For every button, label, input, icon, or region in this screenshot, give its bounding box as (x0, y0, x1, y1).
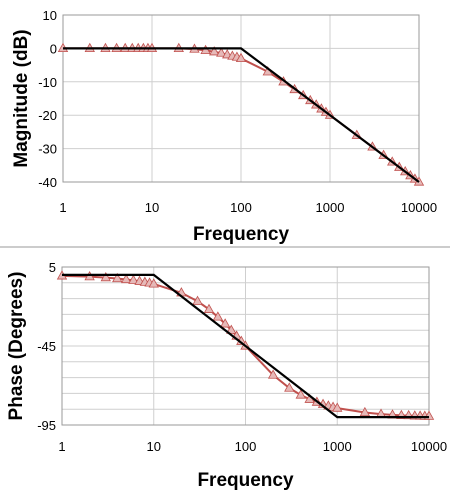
x-tick-label: 100 (235, 439, 257, 454)
magnitude-grid (62, 14, 420, 183)
phase-x-axis-title: Frequency (197, 470, 294, 491)
data-point-marker (226, 324, 237, 334)
y-tick-label: 0 (50, 41, 57, 56)
x-tick-label: 10 (147, 439, 161, 454)
data-point-marker (209, 46, 220, 56)
data-point-marker (219, 318, 231, 328)
data-point-marker (212, 311, 224, 321)
data-point-marker (359, 406, 371, 417)
data-point-marker (128, 274, 139, 284)
data-point-marker (284, 382, 295, 392)
y-tick-label: -40 (38, 175, 57, 190)
x-tick-label: 1000 (323, 439, 352, 454)
x-tick-label: 10 (145, 200, 159, 215)
data-point-marker (332, 402, 343, 412)
y-tick-label: -45 (37, 339, 56, 354)
data-point-marker (112, 272, 123, 283)
data-point-marker (148, 278, 159, 288)
magnitude-plot-area (62, 14, 420, 183)
phase-y-axis-title: Phase (Degrees) (6, 272, 27, 421)
data-point-marker (100, 271, 111, 282)
x-tick-label: 1 (58, 439, 65, 454)
magnitude-y-axis-title: Magnitude (dB) (11, 29, 32, 167)
y-tick-label: -10 (38, 75, 57, 90)
data-point-marker (200, 44, 211, 54)
data-point-marker (295, 389, 306, 399)
asymptote-line (63, 47, 420, 183)
magnitude-x-tick-labels: 1 10 100 1000 10000 (59, 200, 437, 215)
phase-chart: 5 -45 -95 1 10 100 1000 10000 Frequency Phase … (6, 260, 447, 491)
magnitude-chart: 100-10-20-30-40 1 10 100 1000 10000 Frequenc… (11, 8, 437, 245)
data-point-marker (192, 295, 203, 305)
y-tick-label: 5 (49, 260, 56, 275)
data-point-marker (120, 273, 132, 284)
data-point-marker (267, 369, 279, 379)
y-tick-label: -30 (38, 142, 57, 157)
y-tick-label: -95 (37, 418, 56, 433)
data-point-marker (203, 303, 215, 313)
asymptote-line (62, 273, 429, 419)
y-tick-label: 10 (43, 8, 57, 23)
x-tick-label: 10000 (401, 200, 437, 215)
phase-x-tick-labels: 1 10 100 1000 10000 (58, 439, 447, 454)
phase-plot-area (61, 266, 430, 426)
phase-y-tick-labels: 5 -45 -95 (37, 260, 56, 433)
magnitude-y-tick-labels: 10 0 -10 -20 -30 -40 (38, 8, 57, 190)
magnitude-series (57, 42, 425, 186)
data-point-marker (216, 47, 227, 57)
y-tick-label: -20 (38, 108, 57, 123)
x-tick-label: 1 (59, 200, 66, 215)
x-tick-label: 100 (230, 200, 252, 215)
phase-series (56, 270, 435, 420)
data-point-marker (235, 52, 247, 63)
x-tick-label: 1000 (316, 200, 345, 215)
x-tick-label: 10000 (411, 439, 447, 454)
magnitude-x-axis-title: Frequency (193, 224, 290, 245)
